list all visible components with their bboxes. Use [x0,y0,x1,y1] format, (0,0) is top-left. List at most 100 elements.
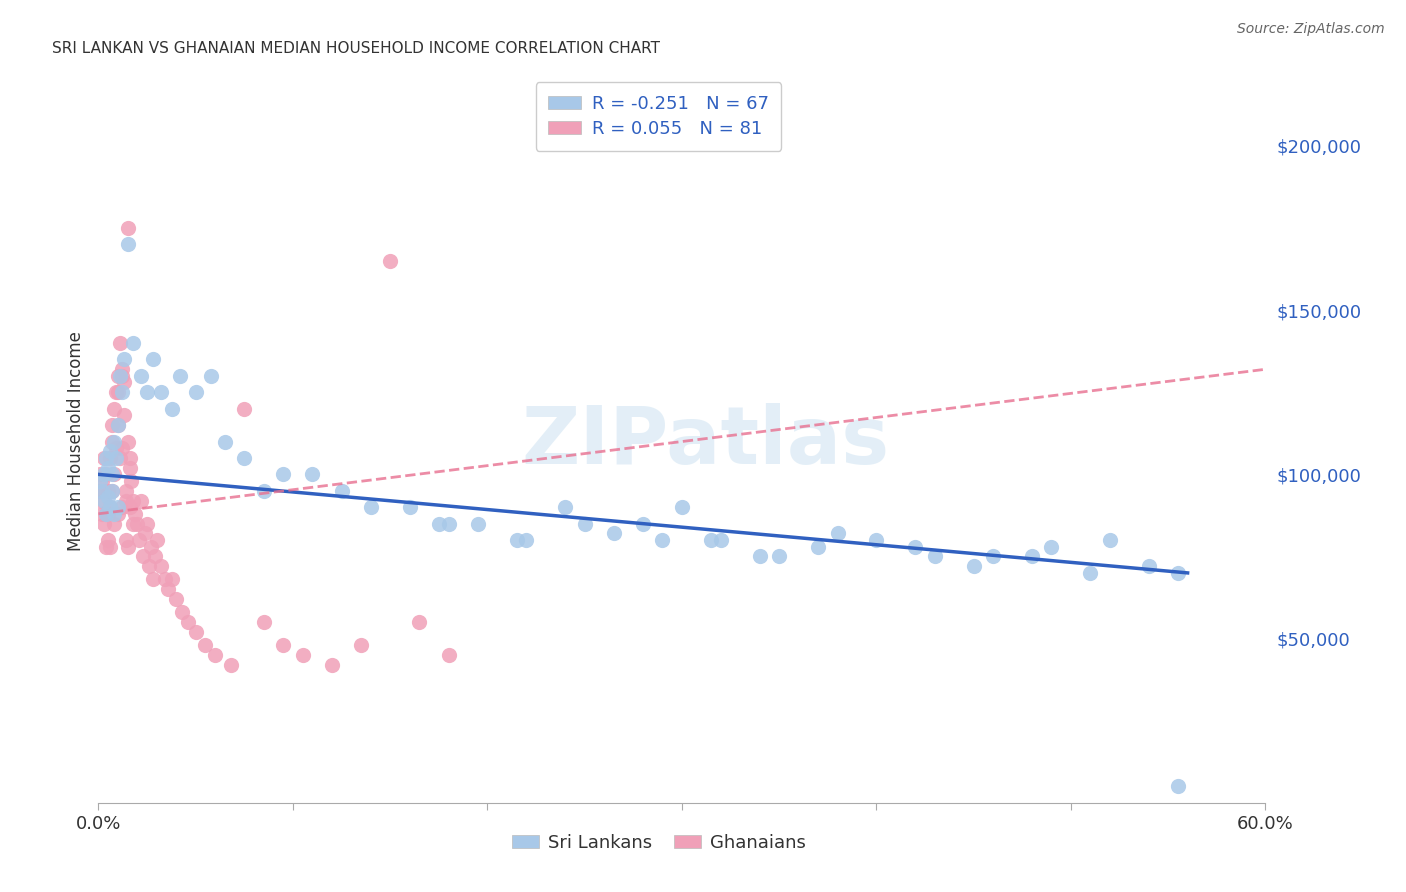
Point [350,638,373,652]
Point [184,625,207,640]
Point [108,450,131,465]
Point [554,500,576,515]
Point [98,444,121,458]
Point [127,516,149,531]
Point [360,500,382,515]
Point [108,336,131,351]
Point [101,483,124,498]
Point [97,491,120,505]
Point [136,385,159,400]
Point [170,605,193,619]
Point [91,483,114,498]
Point [108,368,131,383]
Point [827,526,849,541]
Point [112,352,135,367]
Point [162,573,184,587]
Point [122,493,145,508]
Point [122,336,145,351]
Point [142,573,165,587]
Point [117,237,139,252]
Point [214,434,236,449]
Point [114,483,136,498]
Point [96,467,118,482]
Point [233,401,256,416]
Point [97,507,120,521]
Point [515,533,537,547]
Point [96,507,118,521]
Point [962,559,984,574]
Point [631,516,654,531]
Point [103,507,125,521]
Point [121,474,143,488]
Point [104,385,127,400]
Point [301,467,323,482]
Point [111,441,134,455]
Point [710,533,733,547]
Point [128,533,150,547]
Point [408,615,430,630]
Point [107,385,129,400]
Point [103,467,125,482]
Point [865,533,887,547]
Point [651,533,673,547]
Point [162,401,184,416]
Point [219,657,242,672]
Point [1167,566,1189,580]
Point [1137,559,1160,574]
Point [107,368,129,383]
Point [93,467,115,482]
Point [768,549,790,564]
Point [233,450,256,465]
Point [101,434,124,449]
Point [118,460,141,475]
Point [98,450,121,465]
Point [104,441,127,455]
Point [107,418,129,433]
Point [89,467,111,482]
Point [700,533,723,547]
Point [291,648,314,662]
Point [96,540,118,554]
Point [253,483,276,498]
Point [101,418,124,433]
Point [1167,780,1189,794]
Point [117,540,139,554]
Point [117,434,139,449]
Point [146,533,169,547]
Point [98,500,121,515]
Point [107,500,129,515]
Point [1021,549,1043,564]
Point [111,362,134,376]
Point [194,638,217,652]
Point [165,592,187,607]
Point [96,450,118,465]
Point [91,507,114,521]
Point [807,540,830,554]
Point [111,500,134,515]
Point [1040,540,1063,554]
Point [380,253,402,268]
Point [142,352,165,367]
Point [117,221,139,235]
Point [93,483,115,498]
Point [91,493,114,508]
Point [89,474,111,488]
Point [98,540,121,554]
Point [96,507,118,521]
Point [149,559,172,574]
Point [101,483,124,498]
Point [153,573,176,587]
Point [107,418,129,433]
Point [114,493,136,508]
Text: SRI LANKAN VS GHANAIAN MEDIAN HOUSEHOLD INCOME CORRELATION CHART: SRI LANKAN VS GHANAIAN MEDIAN HOUSEHOLD … [52,40,659,55]
Point [505,533,527,547]
Point [748,549,770,564]
Point [122,516,145,531]
Point [111,368,134,383]
Point [271,467,294,482]
Point [98,500,121,515]
Point [398,500,420,515]
Point [91,474,114,488]
Point [149,385,172,400]
Point [103,434,125,449]
